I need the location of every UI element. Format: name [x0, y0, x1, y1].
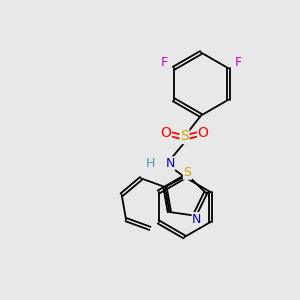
Text: S: S [180, 130, 189, 143]
Text: N: N [165, 157, 175, 170]
Text: O: O [198, 126, 208, 140]
Text: H: H [146, 157, 156, 170]
Text: F: F [235, 56, 242, 69]
Text: N: N [192, 213, 202, 226]
Text: S: S [183, 166, 191, 179]
Text: O: O [160, 126, 171, 140]
Text: F: F [160, 56, 167, 69]
